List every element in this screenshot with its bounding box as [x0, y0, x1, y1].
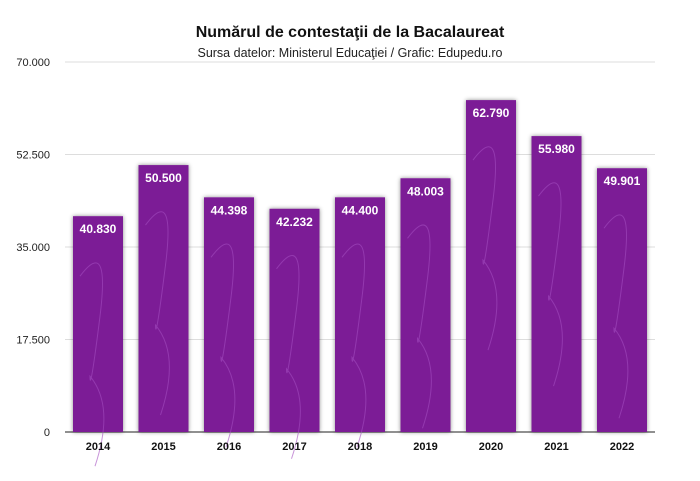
- bar-pattern: [407, 224, 432, 429]
- y-tick-label: 0: [44, 427, 50, 439]
- bar-2020: [466, 100, 516, 433]
- chart-title: Numărul de contestaţii de la Bacalaureat: [195, 24, 505, 41]
- data-label: 50.500: [145, 171, 182, 185]
- y-tick-label: 35.000: [16, 242, 50, 254]
- bar-pattern: [538, 182, 563, 387]
- bar-pattern: [603, 214, 629, 419]
- bar-pattern: [341, 243, 367, 448]
- y-tick-label: 70.000: [16, 57, 50, 69]
- data-label: 42.232: [276, 215, 313, 229]
- x-tick-label: 2019: [413, 441, 437, 453]
- x-tick-label: 2015: [151, 441, 175, 453]
- x-tick-label: 2020: [479, 441, 503, 453]
- bar-2014: [73, 216, 123, 432]
- x-tick-label: 2014: [86, 441, 111, 453]
- data-label: 40.830: [80, 222, 117, 236]
- data-label: 49.901: [604, 174, 641, 188]
- data-label: 48.003: [407, 184, 444, 198]
- x-tick-label: 2022: [610, 441, 634, 453]
- bar-pattern: [210, 243, 236, 448]
- x-tick-label: 2018: [348, 441, 372, 453]
- bar-pattern: [79, 262, 105, 467]
- bar-pattern: [472, 146, 498, 351]
- data-label: 44.398: [211, 203, 248, 217]
- bar-pattern: [276, 255, 301, 459]
- bar-2021: [531, 136, 582, 432]
- y-tick-label: 52.500: [16, 150, 50, 162]
- x-tick-label: 2021: [544, 441, 568, 453]
- x-tick-label: 2017: [282, 441, 306, 453]
- bar-2022: [597, 168, 647, 433]
- bar-2019: [400, 178, 451, 432]
- bar-2015: [138, 165, 189, 433]
- chart-subtitle: Sursa datelor: Ministerul Educaţiei / Gr…: [197, 46, 503, 60]
- data-label: 62.790: [473, 106, 510, 120]
- bar-pattern: [145, 211, 170, 416]
- data-label: 55.980: [538, 142, 575, 156]
- data-label: 44.400: [342, 203, 379, 217]
- y-tick-label: 17.500: [16, 335, 50, 347]
- x-tick-label: 2016: [217, 441, 241, 453]
- bar-2017: [269, 208, 320, 432]
